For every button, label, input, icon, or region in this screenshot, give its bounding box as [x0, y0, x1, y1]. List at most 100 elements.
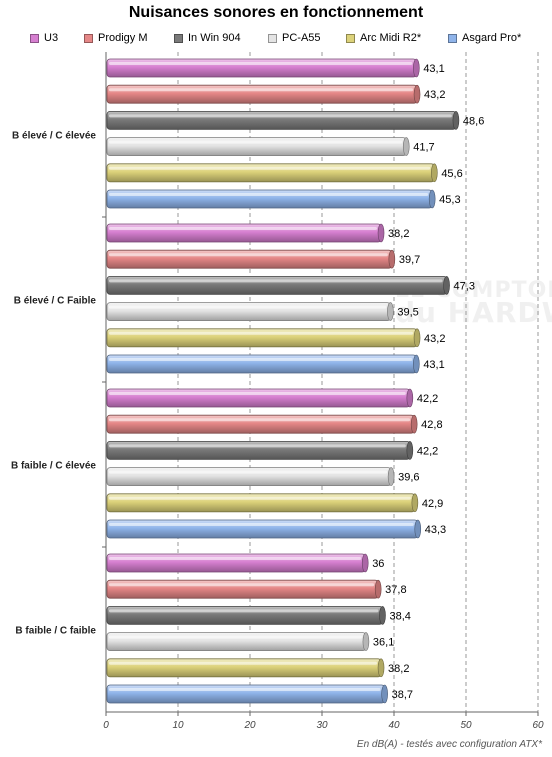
bar-highlight — [109, 470, 388, 474]
bar-highlight — [109, 253, 388, 257]
bar-end-cap — [413, 84, 421, 104]
bar-end-cap — [413, 354, 420, 374]
bar-end-cap — [402, 137, 410, 156]
bar-highlight — [109, 418, 411, 422]
bar-end-cap — [406, 441, 414, 460]
value-label: 38,7 — [392, 689, 413, 701]
legend-label: Prodigy M — [98, 32, 148, 44]
bar — [106, 275, 447, 295]
bar-end-cap — [452, 111, 460, 130]
category-label: B élevé / C Faible — [14, 296, 97, 307]
bar-highlight — [109, 688, 381, 691]
value-label: 38,2 — [388, 663, 409, 675]
bar-end-cap — [388, 249, 396, 269]
bar-highlight — [109, 193, 429, 196]
value-label: 43,3 — [425, 524, 446, 536]
value-label: 42,2 — [417, 445, 438, 457]
bar — [106, 163, 435, 183]
bar-highlight — [109, 392, 406, 395]
bar-highlight — [109, 62, 413, 65]
x-tick-label: 30 — [316, 720, 328, 731]
legend-swatch — [30, 33, 39, 43]
legend-label: Arc Midi R2* — [360, 32, 422, 44]
bar — [106, 249, 393, 269]
bar-end-cap — [413, 328, 421, 348]
bar-end-cap — [374, 579, 382, 599]
bar-highlight — [109, 331, 414, 335]
legend-swatch — [448, 33, 457, 43]
bar-end-cap — [377, 223, 385, 243]
value-label: 43,2 — [424, 89, 445, 101]
category-label: B faible / C élevée — [11, 461, 96, 472]
x-tick-label: 50 — [460, 720, 472, 731]
value-label: 45,3 — [439, 194, 460, 206]
bar — [106, 189, 433, 209]
x-tick-label: 60 — [532, 720, 544, 731]
x-tick-label: 0 — [103, 720, 109, 731]
value-label: 45,6 — [441, 168, 462, 180]
bar — [106, 632, 367, 651]
value-label: 36,1 — [373, 637, 394, 649]
bar-end-cap — [379, 606, 386, 625]
bar-highlight — [109, 523, 414, 526]
bar-end-cap — [387, 302, 394, 321]
legend-label: PC-A55 — [282, 32, 321, 44]
bar — [106, 467, 392, 487]
bar — [106, 111, 457, 130]
value-label: 42,2 — [417, 393, 438, 405]
bar — [106, 58, 417, 78]
bar-highlight — [109, 609, 379, 613]
value-label: 42,8 — [421, 419, 442, 431]
bar — [106, 137, 407, 157]
bar-highlight — [109, 444, 406, 448]
bar-highlight — [109, 583, 375, 587]
bar-highlight — [109, 496, 411, 500]
bar — [106, 684, 386, 704]
bar-end-cap — [413, 58, 420, 78]
bar — [106, 519, 419, 539]
legend-item: In Win 904 — [174, 30, 241, 46]
bar-end-cap — [431, 163, 438, 183]
legend: U3 Prodigy M In Win 904 PC-A55 Arc Midi R2* A… — [0, 30, 552, 46]
watermark-logo: LE COMPTOIR du HARDWARE — [395, 280, 552, 327]
bar-end-cap — [428, 189, 436, 209]
legend-label: In Win 904 — [188, 32, 241, 44]
bar-end-cap — [410, 414, 418, 434]
bar — [106, 440, 411, 460]
bar — [106, 388, 411, 408]
bar — [106, 414, 415, 434]
category-label: B faible / C faible — [15, 626, 96, 637]
bar — [106, 328, 418, 348]
bar — [106, 553, 366, 573]
bar-end-cap — [381, 684, 388, 704]
footnote: En dB(A) - testés avec configuration ATX… — [356, 739, 542, 750]
bar — [106, 84, 418, 104]
bar-end-cap — [406, 388, 414, 408]
bar-highlight — [109, 358, 413, 361]
bar-end-cap — [387, 467, 395, 486]
bar-highlight — [109, 140, 403, 144]
legend-swatch — [84, 33, 93, 43]
x-tick-label: 40 — [388, 720, 400, 731]
bar-end-cap — [377, 658, 385, 678]
legend-item: Prodigy M — [84, 30, 148, 46]
bar-highlight — [109, 88, 414, 92]
legend-item: Asgard Pro* — [448, 30, 521, 46]
bar — [106, 302, 391, 322]
bar-end-cap — [414, 519, 422, 539]
legend-label: Asgard Pro* — [462, 32, 522, 44]
value-label: 38,2 — [388, 228, 409, 240]
value-label: 43,1 — [423, 359, 444, 371]
legend-label: U3 — [44, 32, 59, 44]
bar-highlight — [109, 661, 378, 665]
category-label: B élevé / C élevée — [12, 131, 96, 142]
value-label: 36 — [372, 558, 384, 570]
value-label: 37,8 — [385, 584, 406, 596]
x-tick-label: 20 — [243, 720, 256, 731]
bar-highlight — [109, 305, 387, 309]
value-label: 43,2 — [424, 333, 445, 345]
chart-title: Nuisances sonores en fonctionnement — [128, 4, 424, 21]
value-label: 41,7 — [413, 142, 434, 154]
bar-highlight — [109, 279, 443, 283]
